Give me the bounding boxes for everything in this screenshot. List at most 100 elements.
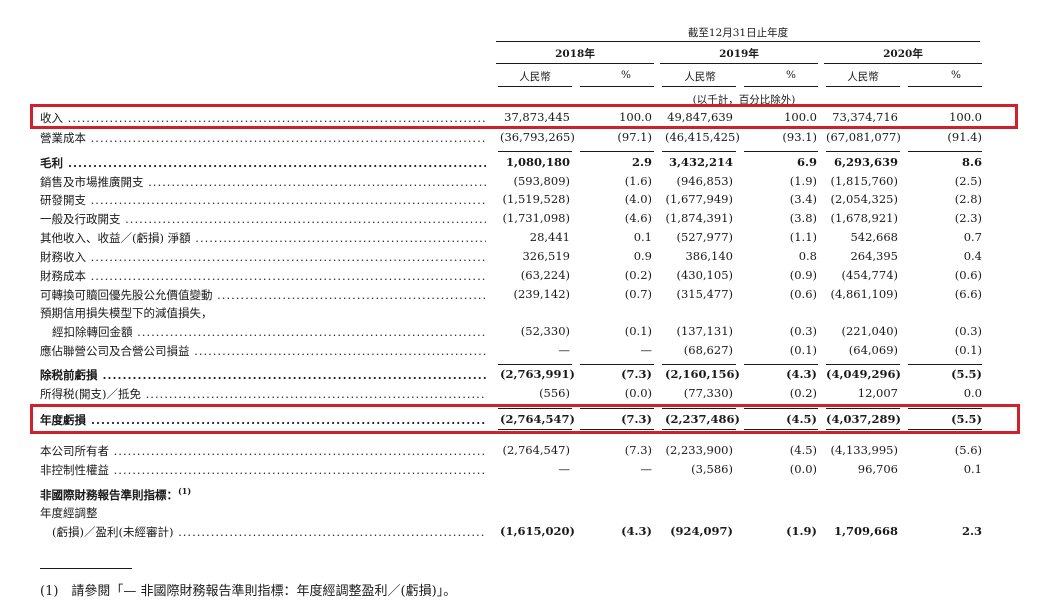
rmb-2020-value: (4,037,289) (826, 412, 901, 426)
pct-2020-value: (2.8) (954, 192, 982, 206)
row-label-text: 應佔聯營公司及合營公司損益 (40, 344, 190, 358)
rmb-2018-value: — (558, 343, 571, 357)
table-row: 一般及行政開支 (1,731,098) (4.6) (1,874,391) (3.8) (… (0, 211, 1063, 229)
subtotal-rule (580, 151, 654, 152)
rmb-2019-value: (2,233,900) (665, 443, 733, 457)
pct-2020-value: (6.6) (954, 287, 982, 301)
pct-2018-value: (0.0) (624, 386, 652, 400)
pct-2018-value: 100.0 (619, 110, 652, 124)
rmb-2020-value: 542,668 (850, 230, 898, 244)
pct-2019-value: 0.8 (798, 249, 817, 263)
rmb-2020-value: 12,007 (857, 386, 898, 400)
rmb-2018-value: (239,142) (513, 287, 570, 301)
pct-2019-value: (0.1) (789, 343, 817, 357)
rmb-2019-value: (946,853) (676, 174, 733, 188)
subtotal-rule (498, 364, 572, 365)
year-2018: 2018年 (555, 48, 595, 60)
pct-2020-value: 0.0 (963, 386, 982, 400)
total-rule (662, 408, 736, 409)
row-label-text: 預期信用損失模型下的減值損失， (40, 306, 213, 320)
table-row: 應佔聯營公司及合營公司損益 — — (68,627) (0.1) (64,069) (0.1… (0, 343, 1063, 361)
pct-2020-value: (5.5) (951, 412, 982, 426)
row-label-text: (虧損)／盈利(未經審計) (52, 525, 174, 539)
rmb-2020-value: 96,706 (857, 462, 898, 476)
rmb-header-2019: 人民幣 (684, 71, 716, 83)
footnote-marker: (1) (178, 486, 192, 496)
rmb-2019-value: (46,415,425) (665, 130, 740, 144)
year-rule-2019 (660, 63, 818, 64)
row-label-text: 財務收入 (40, 250, 86, 264)
pct-2019-value: 6.9 (796, 155, 817, 169)
year-2019: 2019年 (719, 48, 759, 60)
row-label: 非控制性權益 (40, 462, 486, 478)
pct-2019-value: (4.5) (789, 443, 817, 457)
pct-2018-value: (4.0) (624, 192, 652, 206)
row-label-text: 其他收入、收益／(虧損) 淨額 (40, 231, 191, 245)
pct-2020-value: (0.1) (954, 343, 982, 357)
subtotal-rule (826, 364, 900, 365)
row-label: 除税前虧損 (40, 367, 486, 383)
rmb-2020-value: (4,049,296) (826, 367, 901, 381)
subtotal-rule (826, 151, 900, 152)
row-label: 毛利 (40, 155, 486, 171)
pct-2019-value: (1.9) (789, 174, 817, 188)
subtotal-rule (908, 151, 982, 152)
rmb-2020-value: (1,678,921) (830, 211, 898, 225)
rmb-2019-value: 49,847,639 (667, 110, 733, 124)
row-label: 年度虧損 (40, 412, 486, 428)
footnote: (1) 請參閱「— 非國際財務報告準則指標：年度經調整盈利／(虧損)」。 (40, 584, 457, 599)
rmb-2019-value: (77,330) (683, 386, 733, 400)
rmb-2018-value: (36,793,265) (500, 130, 575, 144)
row-label-text: 年度經調整 (40, 506, 98, 520)
rmb-2020-value: 264,395 (850, 249, 898, 263)
subtotal-rule (580, 364, 654, 365)
rmb-header-2018: 人民幣 (519, 71, 551, 83)
pct-2018-value: (4.6) (624, 211, 652, 225)
pct-2019-value: (0.9) (789, 268, 817, 282)
rmb-2018-value: (2,763,991) (500, 367, 575, 381)
table-row: 收入 37,873,445 100.0 49,847,639 100.0 73,374,7… (0, 110, 1063, 128)
pct-2020-value: (0.6) (954, 268, 982, 282)
row-label-text: 銷售及市場推廣開支 (40, 175, 144, 189)
row-label-text: 非控制性權益 (40, 463, 109, 477)
double-rule (498, 429, 572, 432)
pct-header-2020: % (951, 69, 961, 81)
row-label: 銷售及市場推廣開支 (40, 174, 486, 190)
rmb-2020-value: 6,293,639 (833, 155, 898, 169)
rmb-2019-value: (527,977) (676, 230, 733, 244)
row-label: 財務成本 (40, 268, 486, 284)
pct-2020-value: 8.6 (961, 155, 982, 169)
rmb-2019-value: 386,140 (685, 249, 733, 263)
pct-header-2018: % (621, 69, 631, 81)
rmb-2020-value: (454,774) (841, 268, 898, 282)
rmb-2019-value: (1,874,391) (665, 211, 733, 225)
row-label: 可轉換可贖回優先股公允價值變動 (40, 287, 486, 303)
rmb-2020-value: 73,374,716 (832, 110, 898, 124)
year-2020: 2020年 (883, 48, 923, 60)
rmb-header-2020: 人民幣 (847, 71, 879, 83)
annual-loss-highlight-box (30, 404, 1020, 434)
pct-2020-value: 100.0 (949, 110, 982, 124)
pct-2019-value: (1.1) (789, 230, 817, 244)
row-label: 本公司所有者 (40, 443, 486, 459)
pct-2018-value: (1.6) (624, 174, 652, 188)
row-label: 財務收入 (40, 249, 486, 265)
rmb-2020-value: (221,040) (841, 324, 898, 338)
subtotal-rule (908, 364, 982, 365)
subtotal-rule (498, 151, 572, 152)
total-rule (580, 408, 654, 409)
row-label: 收入 (40, 110, 486, 126)
period-title: 截至12月31日止年度 (687, 27, 789, 39)
rmb-2019-value: (2,237,486) (665, 412, 740, 426)
table-row: 除税前虧損 (2,763,991) (7.3) (2,160,156) (4.3) (4,… (0, 367, 1063, 385)
pct-2018-value: (97.1) (617, 130, 652, 144)
table-row: 本公司所有者 (2,764,547) (7.3) (2,233,900) (4.5) (4… (0, 443, 1063, 461)
year-rule-2018 (496, 63, 654, 64)
pct-2019-value: (4.3) (786, 367, 817, 381)
pct-2018-value: (0.1) (624, 324, 652, 338)
rmb-2019-value: (2,160,156) (665, 367, 740, 381)
row-label: 所得税(開支)／抵免 (40, 386, 486, 402)
pct-2019-value: (93.1) (782, 130, 817, 144)
pct-2018-value: (7.3) (624, 443, 652, 457)
pct-2018-value: (7.3) (621, 367, 652, 381)
